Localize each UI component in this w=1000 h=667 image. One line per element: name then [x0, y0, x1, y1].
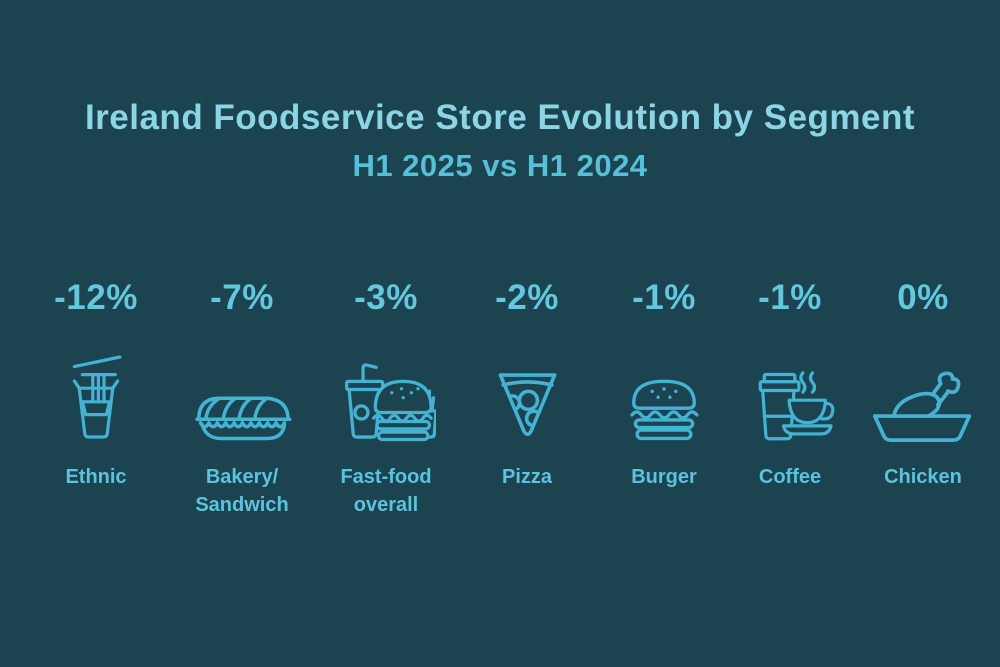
- page-subtitle: H1 2025 vs H1 2024: [352, 148, 648, 183]
- segment-pizza: -2% Pizza: [447, 276, 607, 491]
- percent-value: -12%: [54, 278, 138, 317]
- segment-ethnic: -12% Ethnic: [16, 276, 176, 491]
- segment-label: Burger: [631, 466, 697, 488]
- segment-label: Bakery/: [205, 466, 279, 488]
- segment-label: Ethnic: [65, 466, 127, 488]
- segment-fastfood-overall: -3% Fast-food overall: [306, 276, 466, 519]
- pizza-slice-icon: [498, 373, 556, 437]
- segment-label: Pizza: [501, 466, 553, 488]
- percent-value: -1%: [758, 278, 822, 317]
- segment-chicken: 0% Chicken: [843, 276, 1000, 491]
- percent-value: 0%: [897, 278, 949, 317]
- segment-label-line2: overall: [353, 494, 419, 516]
- segment-label: Fast-food: [340, 466, 432, 488]
- chicken-drumstick-icon: [872, 371, 972, 442]
- fastfood-combo-icon: [345, 363, 436, 442]
- segment-label-line2: Sandwich: [195, 494, 289, 516]
- segment-label: Chicken: [884, 466, 962, 488]
- segment-label: Coffee: [758, 466, 822, 488]
- noodle-box-icon: [72, 355, 122, 439]
- segment-bakery-sandwich: -7% Bakery/ Sandwich: [162, 276, 322, 519]
- percent-value: -7%: [210, 278, 274, 317]
- percent-value: -2%: [495, 278, 559, 317]
- burger-icon: [630, 379, 699, 441]
- segment-coffee: -1% Coffee: [710, 276, 870, 491]
- page-title: Ireland Foodservice Store Evolution by S…: [84, 98, 916, 137]
- sub-sandwich-icon: [194, 396, 291, 441]
- coffee-cups-icon: [758, 371, 835, 441]
- percent-value: -1%: [632, 278, 696, 317]
- percent-value: -3%: [354, 278, 418, 317]
- segment-burger: -1% Burger: [584, 276, 744, 491]
